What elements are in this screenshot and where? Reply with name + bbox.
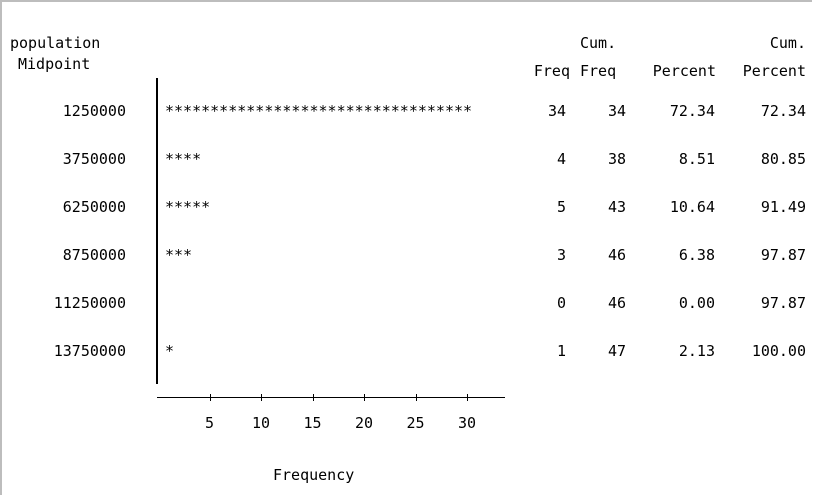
cum-percent-cell: 97.87 (760, 246, 806, 264)
category-label: 11250000 (53, 294, 126, 312)
cum-percent-header-line1: Cum. (769, 34, 806, 52)
x-tick (312, 394, 314, 401)
cum-percent-cell: 91.49 (760, 198, 806, 216)
bar: ********************************** (165, 102, 473, 120)
category-label: 13750000 (53, 342, 126, 360)
percent-cell: 8.51 (678, 150, 715, 168)
percent-cell: 2.13 (678, 342, 715, 360)
x-tick-label: 25 (406, 414, 425, 432)
x-tick-label: 10 (251, 414, 271, 432)
cum-freq-cell: 34 (607, 102, 626, 120)
cum-percent-cell: 97.87 (760, 294, 806, 312)
x-tick (209, 394, 211, 401)
category-label: 1250000 (62, 102, 126, 120)
freq-cell: 4 (556, 150, 566, 168)
cum-freq-header-line1: Cum. (580, 34, 617, 52)
x-tick (415, 394, 417, 401)
category-label: 8750000 (62, 246, 126, 264)
cum-percent-header-line2: Percent (742, 62, 806, 80)
x-tick-label: 30 (457, 414, 477, 432)
cum-freq-header-line2: Freq (580, 62, 617, 80)
cum-percent-cell: 72.34 (760, 102, 806, 120)
percent-header: Percent (652, 62, 716, 80)
freq-cell: 0 (556, 294, 566, 312)
bar: **** (165, 150, 202, 168)
freq-header: Freq (533, 62, 570, 80)
percent-cell: 10.64 (669, 198, 715, 216)
x-tick-label: 15 (303, 414, 322, 432)
category-label: 6250000 (62, 198, 126, 216)
x-axis-label: Frequency (273, 466, 355, 484)
freq-cell: 5 (556, 198, 566, 216)
cum-freq-cell: 38 (607, 150, 626, 168)
x-tick (364, 394, 365, 401)
percent-cell: 72.34 (669, 102, 715, 120)
cum-freq-cell: 46 (607, 246, 626, 264)
bar: *** (165, 246, 193, 264)
freq-cell: 34 (547, 102, 566, 120)
cum-percent-cell: 80.85 (760, 150, 806, 168)
cum-percent-cell: 100.00 (751, 342, 806, 360)
x-tick (467, 394, 468, 401)
freq-cell: 1 (556, 342, 566, 360)
bar: ***** (165, 198, 211, 216)
cum-freq-cell: 47 (607, 342, 626, 360)
x-axis-line (157, 397, 505, 398)
x-tick-label: 20 (354, 414, 374, 432)
cum-freq-cell: 46 (607, 294, 626, 312)
x-tick-label: 5 (204, 414, 215, 432)
category-label: 3750000 (62, 150, 126, 168)
category-label-line2: Midpoint (18, 55, 91, 73)
y-axis-line (156, 78, 158, 384)
category-label-line1: population (10, 34, 101, 52)
bar: * (165, 342, 175, 360)
x-tick (261, 394, 262, 401)
percent-cell: 0.00 (678, 294, 715, 312)
cum-freq-cell: 43 (607, 198, 626, 216)
percent-cell: 6.38 (678, 246, 715, 264)
freq-cell: 3 (556, 246, 566, 264)
